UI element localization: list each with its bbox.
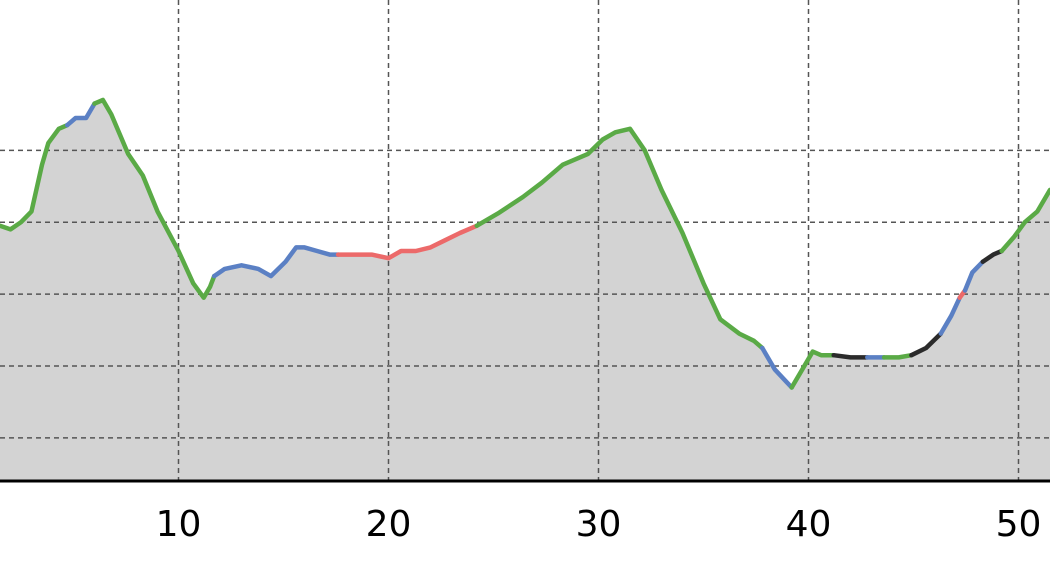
series-segment-green [881,352,914,360]
tick-layer: 10 20 30 40 50 [156,504,1042,545]
line-layer [0,97,1050,390]
x-tick-label: 20 [366,504,412,545]
series-segment-red [335,223,479,261]
series-segment-blue [760,345,794,390]
x-tick-label: 50 [996,504,1042,545]
series-segment-black [909,331,944,358]
series-segment-blue [211,245,341,279]
series-segment-green [999,187,1050,254]
series-segment-blue [962,259,986,293]
series-segment-green [474,126,765,351]
x-tick-label: 40 [786,504,832,545]
series-segment-blue [64,101,97,128]
series-segment-green [92,97,217,300]
series-segment-blue [938,295,962,336]
series-segment-black [831,352,870,360]
series-segment-green [0,122,70,232]
series-segment-green [789,349,836,390]
area-layer [0,100,1050,481]
area-fill [0,100,1050,481]
x-tick-label: 10 [156,504,202,545]
x-tick-label: 30 [576,504,622,545]
series-segment-black [980,248,1004,264]
grid-layer [0,0,1050,481]
